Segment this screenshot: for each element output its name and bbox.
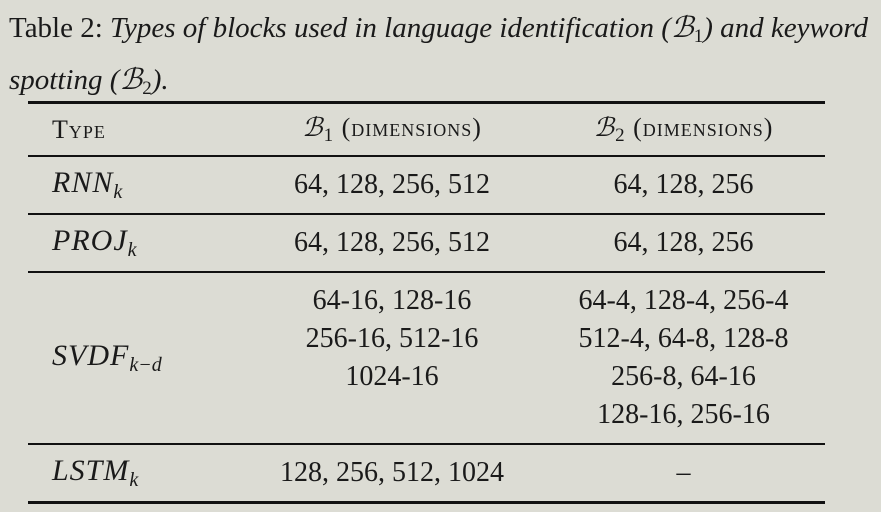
row-b1-cell: 64, 128, 256, 512 — [242, 214, 542, 272]
header-b2-label: (dimensions) — [625, 112, 774, 142]
row-type-base: LSTM — [52, 454, 130, 487]
cell-line: 128-16, 256-16 — [597, 399, 770, 430]
cell-line: 64, 128, 256, 512 — [294, 227, 490, 258]
cell-line: 256-8, 64-16 — [611, 361, 756, 392]
table-row: LSTMk 128, 256, 512, 1024 – — [28, 444, 825, 503]
cell-line-spacer — [242, 396, 542, 434]
blocks-table-container: Type ℬ1 (dimensions) ℬ2 (dimensions) RNN… — [28, 101, 825, 504]
header-b2: ℬ2 (dimensions) — [542, 103, 825, 157]
row-type-lstm: LSTMk — [28, 444, 242, 503]
header-type: Type — [52, 114, 106, 144]
row-type-sub: k — [129, 469, 139, 491]
table-caption: Table 2: Types of blocks used in languag… — [9, 6, 869, 110]
row-type-rnn: RNNk — [28, 156, 242, 214]
row-b1-cell: 64-16, 128-16 256-16, 512-16 1024-16 — [242, 272, 542, 444]
row-b2-cell: 64-4, 128-4, 256-4 512-4, 64-8, 128-8 25… — [542, 272, 825, 444]
header-b1: ℬ1 (dimensions) — [242, 103, 542, 157]
cell-line: 256-16, 512-16 — [305, 323, 479, 354]
header-b1-label: (dimensions) — [334, 112, 482, 142]
caption-b2-sub: 2 — [142, 78, 152, 99]
row-type-base: RNN — [52, 166, 114, 199]
row-type-sub: k — [127, 239, 137, 261]
caption-b1-sub: 1 — [693, 26, 704, 47]
caption-label: Table 2: — [9, 12, 111, 44]
caption-b2-symbol: ℬ — [119, 62, 143, 96]
blocks-table: Type ℬ1 (dimensions) ℬ2 (dimensions) RNN… — [28, 101, 825, 504]
row-type-base: PROJ — [52, 224, 128, 257]
header-b1-symbol: ℬ — [302, 112, 324, 143]
caption-b1-symbol: ℬ — [670, 10, 694, 44]
cell-line: 64, 128, 256 — [613, 169, 754, 200]
cell-line: 64, 128, 256 — [613, 227, 754, 258]
header-b1-sub: 1 — [323, 124, 335, 146]
cell-line: 128, 256, 512, 1024 — [280, 457, 504, 488]
cell-line: 64, 128, 256, 512 — [294, 169, 490, 200]
table-row: PROJk 64, 128, 256, 512 64, 128, 256 — [28, 214, 825, 272]
row-type-base: SVDF — [52, 339, 130, 372]
row-b1-cell: 128, 256, 512, 1024 — [242, 444, 542, 503]
row-type-sub: k−d — [129, 354, 162, 376]
table-row: RNNk 64, 128, 256, 512 64, 128, 256 — [28, 156, 825, 214]
row-type-sub: k — [113, 181, 123, 203]
header-b2-symbol: ℬ — [593, 112, 616, 143]
cell-line: 64-16, 128-16 — [312, 285, 472, 316]
table-header-row: Type ℬ1 (dimensions) ℬ2 (dimensions) — [28, 102, 825, 157]
caption-text-part3: ). — [151, 64, 169, 96]
row-b2-cell: 64, 128, 256 — [542, 156, 825, 214]
cell-line: 64-4, 128-4, 256-4 — [578, 285, 789, 316]
row-b2-cell: – — [542, 444, 825, 503]
row-b2-cell: 64, 128, 256 — [542, 214, 825, 272]
cell-line: – — [676, 457, 691, 488]
caption-text-part1: Types of blocks used in language identif… — [110, 12, 671, 44]
cell-line: 512-4, 64-8, 128-8 — [578, 323, 789, 354]
row-type-proj: PROJk — [28, 214, 242, 272]
caption-text-part2: ) and keyword spotting ( — [9, 12, 869, 96]
header-b2-sub: 2 — [615, 124, 626, 146]
row-type-svdf: SVDFk−d — [28, 272, 242, 444]
row-b1-cell: 64, 128, 256, 512 — [242, 156, 542, 214]
cell-line: 1024-16 — [345, 361, 439, 392]
table-row: SVDFk−d 64-16, 128-16 256-16, 512-16 102… — [28, 272, 825, 444]
